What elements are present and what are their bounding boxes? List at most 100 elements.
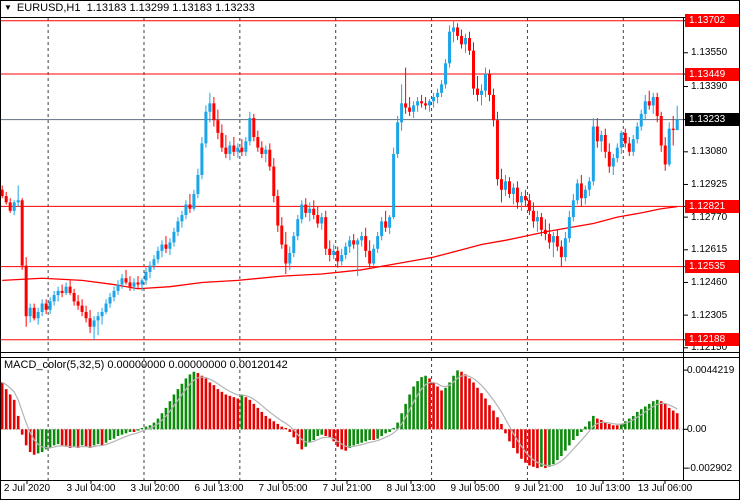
macd-bar xyxy=(468,378,471,430)
chevron-down-icon[interactable]: ▼ xyxy=(4,3,12,12)
candle-body xyxy=(184,204,188,216)
macd-bar xyxy=(124,429,128,434)
macd-bar xyxy=(456,370,459,430)
candle-body xyxy=(667,128,671,165)
candle-body xyxy=(324,217,328,249)
candle-body xyxy=(627,143,631,152)
macd-values: 0.00000000 0.00000000 0.00120142 xyxy=(107,359,288,371)
macd-bar xyxy=(444,387,447,430)
macd-bar xyxy=(44,429,48,450)
macd-bar xyxy=(651,401,655,430)
macd-scale-min: -0.002902 xyxy=(687,462,733,474)
macd-bar xyxy=(260,411,264,430)
macd-bar xyxy=(88,429,92,449)
macd-bar xyxy=(240,394,244,430)
time-axis-label: 13 Jul 06:00 xyxy=(637,483,693,494)
macd-bar xyxy=(492,410,495,430)
macd-bar xyxy=(344,429,347,451)
candle-body xyxy=(384,221,388,228)
macd-bar xyxy=(472,382,475,430)
candle-body xyxy=(531,210,535,222)
candle-body xyxy=(448,31,452,64)
candle-body xyxy=(208,103,212,112)
candle-body xyxy=(48,301,52,310)
price-tick-label: 1.12770 xyxy=(691,211,728,223)
candle-body xyxy=(228,145,232,154)
macd-bar xyxy=(280,426,284,430)
candle-body xyxy=(491,94,495,121)
candle-body xyxy=(380,221,384,237)
candle-body xyxy=(232,145,236,152)
macd-bar xyxy=(388,429,391,432)
macd-bar xyxy=(396,422,399,430)
macd-bar xyxy=(256,407,260,430)
candle-body xyxy=(412,105,416,112)
macd-bar xyxy=(140,427,144,430)
macd-bar xyxy=(100,429,104,446)
candle-body xyxy=(240,147,244,152)
candle-body xyxy=(100,311,104,317)
candle-body xyxy=(352,240,356,245)
macd-bar xyxy=(220,391,224,430)
candle-body xyxy=(180,215,184,222)
candle-body xyxy=(168,242,172,249)
price-tag-current: 1.13233 xyxy=(685,113,739,127)
macd-bar xyxy=(488,405,491,430)
macd-bar xyxy=(631,415,635,430)
macd-bar xyxy=(112,429,116,439)
macd-bar xyxy=(144,426,148,430)
macd-bar xyxy=(560,429,563,457)
macd-bar xyxy=(216,389,220,430)
macd-bar xyxy=(460,371,463,430)
price-tick-label: 1.12925 xyxy=(691,178,728,190)
macd-bar xyxy=(380,429,383,436)
price-tick-label: 1.12460 xyxy=(691,276,728,288)
macd-bar xyxy=(540,429,543,467)
candle-body xyxy=(468,38,472,51)
candle-body xyxy=(376,236,380,249)
candle-body xyxy=(4,196,8,203)
candle-body xyxy=(559,246,563,258)
candle-body xyxy=(108,297,112,304)
macd-bar xyxy=(536,429,539,469)
macd-bar xyxy=(168,401,172,430)
candle-body xyxy=(200,143,204,175)
macd-bar xyxy=(84,429,88,447)
macd-bar xyxy=(172,394,176,430)
macd-bar xyxy=(192,371,196,430)
chart-title: ▼ EURUSD,H1 1.13183 1.13299 1.13183 1.132… xyxy=(4,2,255,14)
candle-body xyxy=(24,265,28,317)
macd-bar xyxy=(116,429,120,436)
macd-bar xyxy=(8,394,12,430)
candle-body xyxy=(607,151,611,167)
candle-body xyxy=(156,250,160,260)
candle-body xyxy=(336,250,340,262)
macd-bar xyxy=(164,407,168,430)
candle-body xyxy=(372,248,376,264)
candle-body xyxy=(252,118,256,138)
macd-bar xyxy=(28,429,32,453)
macd-bar xyxy=(627,418,631,430)
macd-bar xyxy=(272,421,276,430)
macd-bar xyxy=(360,429,363,443)
macd-bar xyxy=(576,429,579,436)
candle-body xyxy=(292,236,296,253)
candle-body xyxy=(499,179,503,190)
candle-body xyxy=(428,101,432,106)
macd-bar xyxy=(348,429,351,449)
candle-body xyxy=(36,311,40,319)
macd-bar xyxy=(364,429,367,442)
macd-bar xyxy=(204,378,208,430)
macd-bar xyxy=(516,429,519,454)
macd-bar xyxy=(372,429,375,441)
macd-bar xyxy=(68,429,72,449)
macd-bar xyxy=(24,429,28,446)
macd-bar xyxy=(416,381,419,430)
candle-body xyxy=(639,113,643,127)
macd-scale-zero: 0.00 xyxy=(687,423,707,435)
candle-body xyxy=(364,236,368,251)
candle-body xyxy=(212,103,216,121)
candle-body xyxy=(368,250,372,264)
candle-body xyxy=(432,97,436,102)
